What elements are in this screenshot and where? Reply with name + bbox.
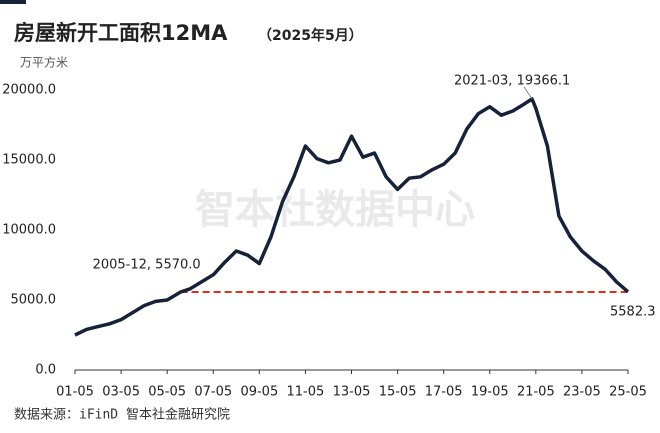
x-tick-label: 15-05: [379, 385, 417, 400]
source-note: 数据来源：iFinD 智本社金融研究院: [14, 407, 230, 423]
y-tick-label: 5000.0: [11, 293, 57, 308]
x-tick-label: 03-05: [102, 385, 140, 400]
y-tick-label: 20000.0: [2, 83, 56, 98]
corner-mark: [0, 0, 26, 4]
annotation-leader: [523, 86, 533, 100]
x-tick-label: 05-05: [148, 385, 186, 400]
x-tick-label: 07-05: [194, 385, 232, 400]
y-tick-label: 10000.0: [2, 223, 56, 238]
x-tick-label: 17-05: [425, 385, 463, 400]
x-tick-label: 13-05: [333, 385, 371, 400]
x-tick-label: 11-05: [287, 385, 325, 400]
x-tick-label: 01-05: [56, 385, 94, 400]
annotation: 2021-03, 19366.1: [454, 73, 570, 88]
watermark: 智本社数据中心: [195, 187, 475, 233]
x-tick-label: 09-05: [240, 385, 278, 400]
annotation: 2005-12, 5570.0: [93, 258, 201, 273]
annotation: 5582.3: [610, 304, 656, 319]
data-line: [74, 97, 630, 337]
x-tick-label: 19-05: [471, 385, 509, 400]
y-tick-label: 0.0: [35, 363, 56, 378]
y-tick-label: 15000.0: [2, 153, 56, 168]
chart-subtitle: （2025年5月）: [258, 27, 363, 44]
x-tick-label: 25-05: [609, 385, 647, 400]
unit-label: 万平方米: [20, 55, 68, 70]
chart-title: 房屋新开工面积12MA: [14, 21, 228, 45]
x-tick-label: 23-05: [563, 385, 601, 400]
x-tick-label: 21-05: [517, 385, 555, 400]
